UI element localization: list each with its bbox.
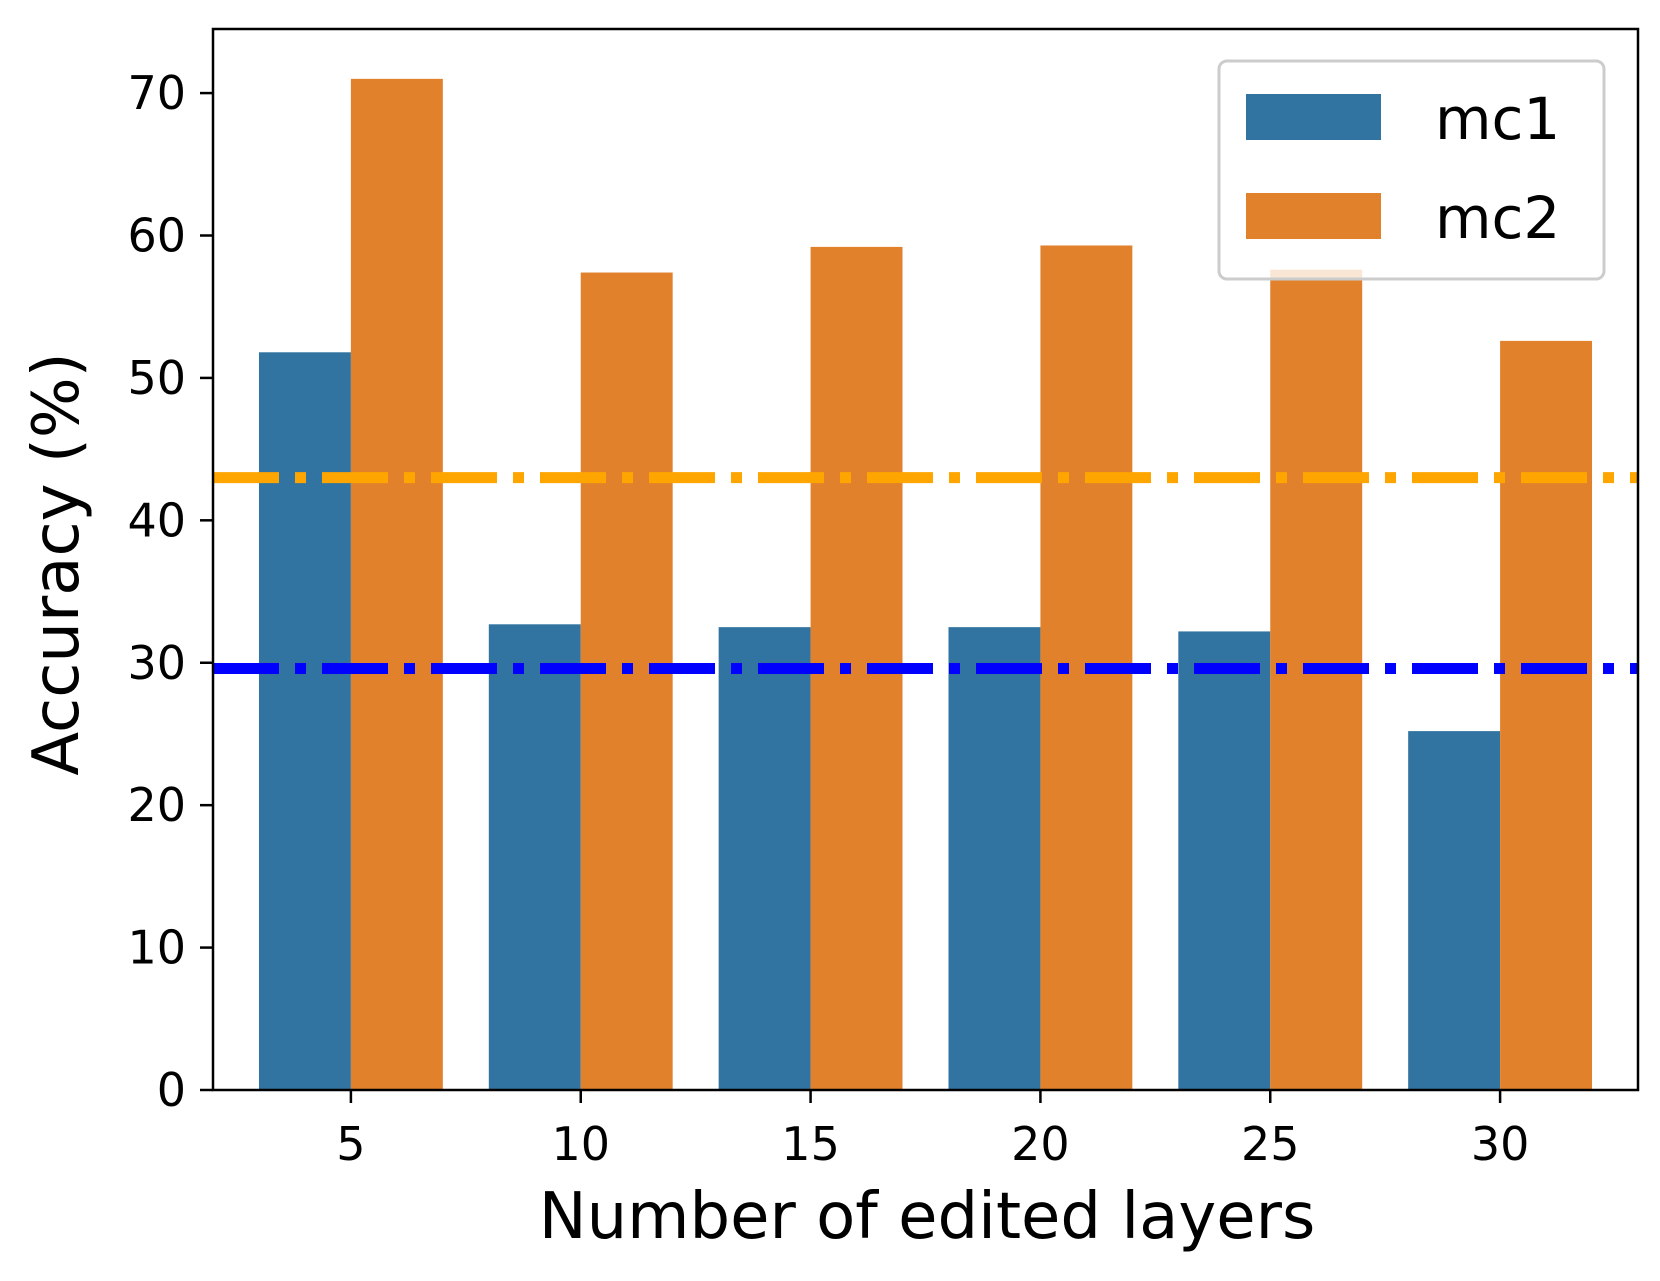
bar-mc2-10 <box>580 272 673 1090</box>
bar-mc1-30 <box>1408 731 1501 1090</box>
x-tick-label-15: 15 <box>781 1117 840 1171</box>
reference-lines <box>213 472 1638 674</box>
x-tick-label-5: 5 <box>336 1117 365 1171</box>
bar-mc1-10 <box>488 624 581 1090</box>
y-tick-label-70: 70 <box>127 66 186 120</box>
bar-mc2-30 <box>1500 340 1593 1091</box>
y-tick-label-60: 60 <box>127 209 186 263</box>
x-tick-label-25: 25 <box>1241 1117 1300 1171</box>
x-axis-title: Number of edited layers <box>539 1180 1316 1254</box>
legend-swatch-mc1 <box>1246 94 1381 140</box>
bar-mc2-25 <box>1270 269 1363 1090</box>
x-tick-label-20: 20 <box>1011 1117 1070 1171</box>
legend-swatch-mc2 <box>1246 193 1381 239</box>
y-tick-label-10: 10 <box>127 921 186 975</box>
y-tick-label-50: 50 <box>127 351 186 405</box>
legend: mc1 mc2 <box>1217 59 1606 281</box>
x-tick-label-30: 30 <box>1471 1117 1530 1171</box>
x-axis-ticks: 5 10 15 20 25 30 <box>336 1090 1529 1171</box>
bar-mc1-20 <box>948 627 1041 1090</box>
bar-mc1-15 <box>718 627 811 1090</box>
bar-mc1-5 <box>258 352 351 1091</box>
axes <box>211 27 1640 1092</box>
bar-mc2-5 <box>350 78 443 1090</box>
y-tick-label-20: 20 <box>127 778 186 832</box>
x-tick-label-10: 10 <box>551 1117 610 1171</box>
legend-label-mc2: mc2 <box>1435 184 1560 252</box>
axes-frame <box>211 27 1640 1092</box>
legend-label-mc1: mc1 <box>1435 85 1560 153</box>
y-tick-label-40: 40 <box>127 493 186 547</box>
y-axis-ticks: 0 10 20 30 40 50 60 70 <box>127 66 213 1117</box>
bar-mc1-25 <box>1178 631 1271 1090</box>
y-axis-title: Accuracy (%) <box>20 352 94 775</box>
y-tick-label-0: 0 <box>157 1063 186 1117</box>
y-tick-label-30: 30 <box>127 636 186 690</box>
